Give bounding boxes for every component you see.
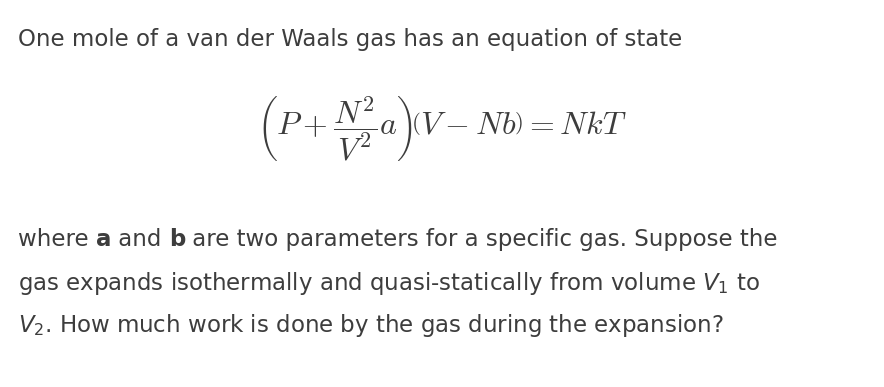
Text: where: where — [18, 228, 95, 251]
Text: $\left(P + \dfrac{N^2}{V^2}a\right)\!\left(V - Nb\right) = NkT$: $\left(P + \dfrac{N^2}{V^2}a\right)\!\le… — [257, 95, 627, 164]
Text: a: a — [95, 228, 111, 251]
Text: One mole of a van der Waals gas has an equation of state: One mole of a van der Waals gas has an e… — [18, 28, 682, 51]
Text: are two parameters for a specific gas. Suppose the: are two parameters for a specific gas. S… — [186, 228, 778, 251]
Text: gas expands isothermally and quasi-statically from volume $V_1$ to: gas expands isothermally and quasi-stati… — [18, 270, 760, 297]
Text: $V_2$. How much work is done by the gas during the expansion?: $V_2$. How much work is done by the gas … — [18, 312, 723, 339]
Text: b: b — [169, 228, 186, 251]
Text: and: and — [111, 228, 169, 251]
